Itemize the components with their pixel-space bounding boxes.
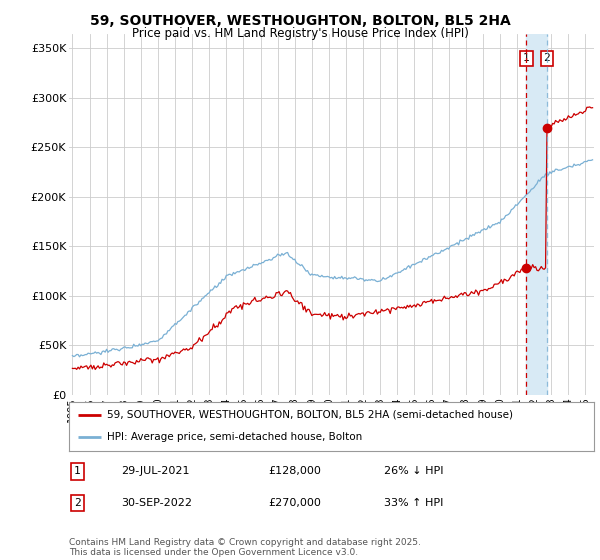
Text: 1: 1 [523,53,530,63]
Text: 59, SOUTHOVER, WESTHOUGHTON, BOLTON, BL5 2HA (semi-detached house): 59, SOUTHOVER, WESTHOUGHTON, BOLTON, BL5… [107,410,513,420]
Text: 2: 2 [74,498,81,508]
Text: 26% ↓ HPI: 26% ↓ HPI [384,466,443,477]
Text: 1: 1 [74,466,81,477]
Text: £128,000: £128,000 [269,466,322,477]
Bar [526,34,547,395]
Text: 59, SOUTHOVER, WESTHOUGHTON, BOLTON, BL5 2HA: 59, SOUTHOVER, WESTHOUGHTON, BOLTON, BL5… [89,14,511,28]
Text: Price paid vs. HM Land Registry's House Price Index (HPI): Price paid vs. HM Land Registry's House … [131,27,469,40]
Text: Contains HM Land Registry data © Crown copyright and database right 2025.
This d: Contains HM Land Registry data © Crown c… [69,538,421,557]
Text: 2: 2 [544,53,550,63]
Text: 30-SEP-2022: 30-SEP-2022 [121,498,193,508]
Text: £270,000: £270,000 [269,498,322,508]
Text: HPI: Average price, semi-detached house, Bolton: HPI: Average price, semi-detached house,… [107,432,362,442]
Text: 33% ↑ HPI: 33% ↑ HPI [384,498,443,508]
Text: 29-JUL-2021: 29-JUL-2021 [121,466,190,477]
